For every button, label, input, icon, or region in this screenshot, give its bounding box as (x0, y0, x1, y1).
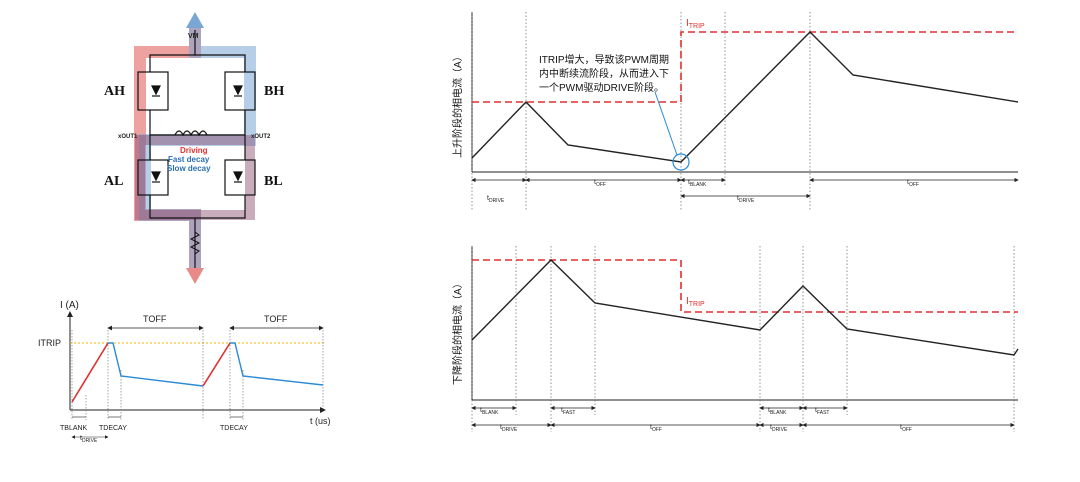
legend-driving: Driving (180, 146, 208, 155)
bottom-t-off-2: tOFF (900, 424, 912, 433)
top-itrip-line (472, 31, 1018, 103)
falling-phase-chart: 下降阶段的相电流（A） ITRIP tBLANK tFAST tBLANK tF… (451, 246, 1019, 433)
gnd-arrow-down-icon (186, 268, 204, 284)
small-x-label: t (us) (310, 416, 331, 426)
small-drive-segment-2 (202, 342, 231, 387)
al-label: AL (104, 174, 123, 189)
top-annotation-line-3: 一个PWM驱动DRIVE阶段。 (539, 81, 664, 94)
vm-label: VM (188, 33, 199, 40)
bh-label: BH (264, 84, 284, 99)
bottom-current-waveform (471, 259, 1019, 356)
small-y-label: I (A) (60, 300, 79, 311)
sense-resistor-icon (189, 231, 201, 255)
small-tdecay-label-2: TDECAY (220, 425, 248, 432)
top-t-drive-1: tDRIVE (487, 195, 505, 204)
small-tdrive-label: tDRIVE (80, 435, 98, 444)
bottom-t-off-1: tOFF (650, 424, 662, 433)
slow-decay-path (135, 135, 255, 220)
top-t-drive-2: tDRIVE (737, 195, 755, 204)
xout1-label: xOUT1 (118, 134, 138, 140)
top-annotation-line-1: ITRIP增大，导致该PWM周期 (539, 53, 669, 66)
top-t-blank: tBLANK (688, 179, 707, 188)
small-current-chart: I (A) t (us) ITRIP TOFF TOFF TBLANK TDEC (38, 300, 331, 444)
top-t-off-2: tOFF (907, 179, 919, 188)
small-tdecay-label-1: TDECAY (99, 425, 127, 432)
fet-bl (224, 159, 256, 196)
small-toff-label-1: TOFF (143, 314, 167, 324)
small-decay-segment-1 (108, 342, 204, 387)
bottom-t-blank-2: tBLANK (768, 407, 787, 416)
top-t-off-1: tOFF (594, 179, 606, 188)
top-annotation-line-2: 内中断续流阶段，从而进入下 (539, 67, 669, 80)
bottom-itrip-label: ITRIP (686, 296, 705, 308)
bottom-t-drive-2: tDRIVE (770, 424, 788, 433)
fast-decay-path (139, 28, 256, 270)
rising-phase-chart: 上升阶段的相电流（A） ITRIP ITRIP增大，导致该PWM周期 内中断续流… (451, 12, 1019, 210)
top-current-waveform (471, 31, 1019, 163)
motor-coil-icon (174, 130, 208, 137)
top-y-label: 上升阶段的相电流（A） (451, 51, 464, 158)
bl-label: BL (264, 174, 283, 189)
bottom-y-label: 下降阶段的相电流（A） (451, 278, 464, 385)
xout2-label: xOUT2 (251, 134, 271, 140)
bottom-t-drive-1: tDRIVE (500, 424, 518, 433)
bottom-t-fast-2: tFAST (815, 407, 829, 416)
fet-ah (137, 71, 169, 111)
ah-label: AH (104, 84, 125, 99)
vm-arrow-up-icon (186, 12, 204, 28)
bottom-t-fast-1: tFAST (561, 407, 575, 416)
bottom-itrip-line (472, 259, 1018, 313)
legend-slow-decay: Slow decay (167, 164, 211, 173)
legend-fast-decay: Fast decay (168, 155, 210, 164)
small-decay-segment-2 (230, 342, 324, 386)
fet-bh (224, 71, 256, 111)
top-itrip-label: ITRIP (686, 18, 705, 30)
small-tblank-label: TBLANK (60, 425, 88, 432)
small-toff-label-2: TOFF (264, 314, 288, 324)
small-drive-segment-1 (71, 342, 109, 403)
top-highlight-circle (672, 153, 690, 171)
small-itrip-label: ITRIP (38, 338, 61, 348)
bottom-t-blank-1: tBLANK (480, 407, 499, 416)
fet-al (137, 159, 169, 196)
h-bridge-diagram: VM AH BH AL BL xOUT1 xOUT2 Driving Fast … (104, 12, 284, 284)
